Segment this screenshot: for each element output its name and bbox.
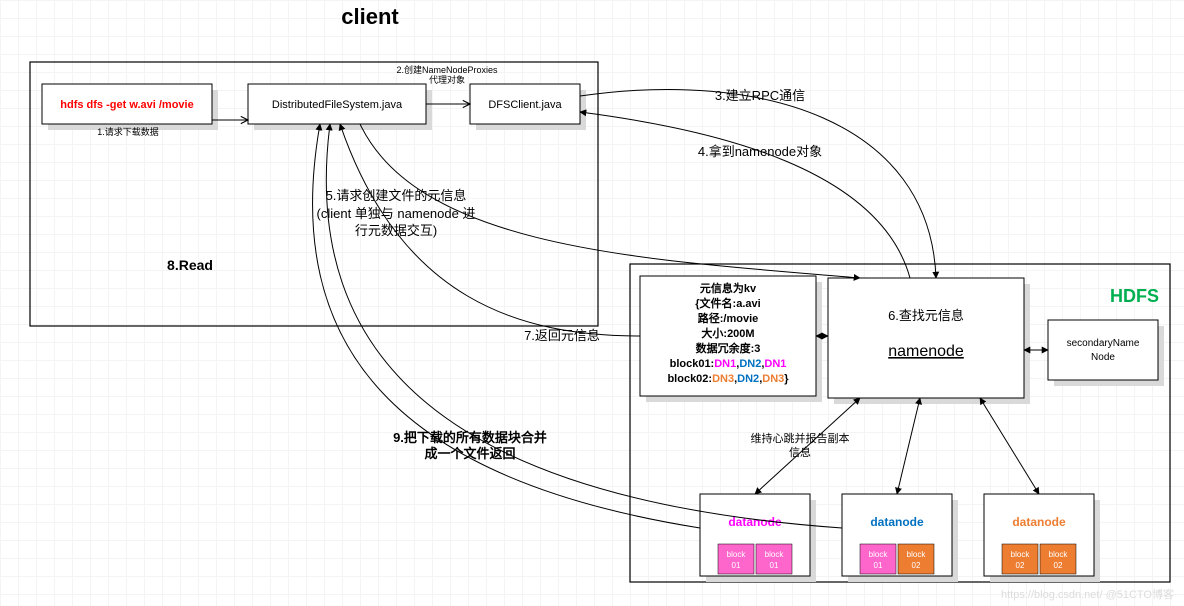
node-namenode: 6.查找元信息 namenode xyxy=(828,278,1030,404)
svg-text:namenode: namenode xyxy=(888,343,964,360)
label-8: 8.Read xyxy=(167,257,213,273)
svg-text:02: 02 xyxy=(1016,561,1025,570)
label-9a: 9.把下载的所有数据块合并 xyxy=(393,430,547,445)
label-7: 7.返回元信息 xyxy=(524,328,600,343)
svg-text:路径:/movie: 路径:/movie xyxy=(698,311,759,325)
svg-text:01: 01 xyxy=(874,561,883,570)
svg-text:block: block xyxy=(1049,550,1069,559)
svg-text:01: 01 xyxy=(732,561,741,570)
node-dn3: datanode block 02 block 02 xyxy=(984,494,1100,582)
svg-text:DFSClient.java: DFSClient.java xyxy=(488,99,562,111)
label-2a: 2.创建NameNodeProxies xyxy=(396,64,498,75)
svg-text:hdfs dfs -get w.avi /movie: hdfs dfs -get w.avi /movie xyxy=(60,99,193,111)
svg-text:{文件名:a.avi: {文件名:a.avi xyxy=(695,296,760,310)
svg-text:block: block xyxy=(1011,550,1031,559)
label-hb1: 维持心跳并报告副本 xyxy=(751,431,850,445)
node-metainfo: 元信息为kv{文件名:a.avi路径:/movie大小:200M数据冗余度:3 b… xyxy=(640,276,822,402)
svg-text:datanode: datanode xyxy=(1012,515,1066,529)
svg-text:block: block xyxy=(869,550,889,559)
svg-text:02: 02 xyxy=(912,561,921,570)
watermark: https://blog.csdn.net/ @51CTO博客 xyxy=(1001,586,1174,602)
svg-text:大小:200M: 大小:200M xyxy=(701,326,754,340)
edge-hb-3 xyxy=(980,398,1039,494)
node-dfsclient: DFSClient.java xyxy=(470,84,586,130)
svg-text:block: block xyxy=(765,550,785,559)
client-title: client xyxy=(341,4,399,29)
svg-text:block02:DN3,DN2,DN3}: block02:DN3,DN2,DN3} xyxy=(667,373,789,385)
edge-4 xyxy=(580,112,910,278)
svg-text:元信息为kv: 元信息为kv xyxy=(700,281,757,295)
node-dn2: datanode block 01 block 02 xyxy=(842,494,958,582)
node-dfs: DistributedFileSystem.java xyxy=(248,84,432,130)
svg-text:block01:DN1,DN2,DN1: block01:DN1,DN2,DN1 xyxy=(670,358,787,370)
svg-text:block: block xyxy=(907,550,927,559)
label-4: 4.拿到namenode对象 xyxy=(698,144,822,159)
svg-text:6.查找元信息: 6.查找元信息 xyxy=(888,308,964,323)
hdfs-title: HDFS xyxy=(1110,286,1159,306)
label-5b: (client 单独与 namenode 进 xyxy=(317,206,476,221)
edge-hb-2 xyxy=(897,398,920,494)
svg-text:DistributedFileSystem.java: DistributedFileSystem.java xyxy=(272,99,403,111)
svg-text:datanode: datanode xyxy=(870,515,924,529)
svg-text:Node: Node xyxy=(1091,352,1115,363)
svg-text:secondaryName: secondaryName xyxy=(1067,338,1140,349)
label-5c: 行元数据交互) xyxy=(355,223,437,238)
label-3: 3.建立RPC通信 xyxy=(715,88,805,103)
svg-text:block: block xyxy=(727,550,747,559)
svg-text:数据冗余度:3: 数据冗余度:3 xyxy=(696,341,761,355)
label-2b: 代理对象 xyxy=(429,74,465,85)
edge-3 xyxy=(580,89,936,278)
node-secondary-namenode: secondaryName Node xyxy=(1048,320,1164,386)
label-hb2: 信息 xyxy=(789,445,811,459)
svg-text:02: 02 xyxy=(1054,561,1063,570)
node-dn1: datanodeblock01block01 xyxy=(700,494,816,582)
node-cmd: hdfs dfs -get w.avi /movie xyxy=(42,84,218,130)
label-1: 1.请求下载数据 xyxy=(97,126,159,137)
svg-text:01: 01 xyxy=(770,561,779,570)
label-9b: 成一个文件返回 xyxy=(424,446,515,461)
label-5a: 5.请求创建文件的元信息 xyxy=(326,188,467,203)
edge-hb-1 xyxy=(755,398,860,494)
